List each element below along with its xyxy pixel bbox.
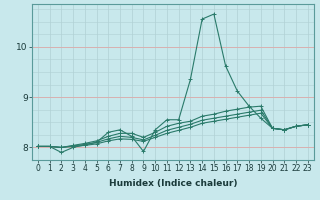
X-axis label: Humidex (Indice chaleur): Humidex (Indice chaleur) [108, 179, 237, 188]
